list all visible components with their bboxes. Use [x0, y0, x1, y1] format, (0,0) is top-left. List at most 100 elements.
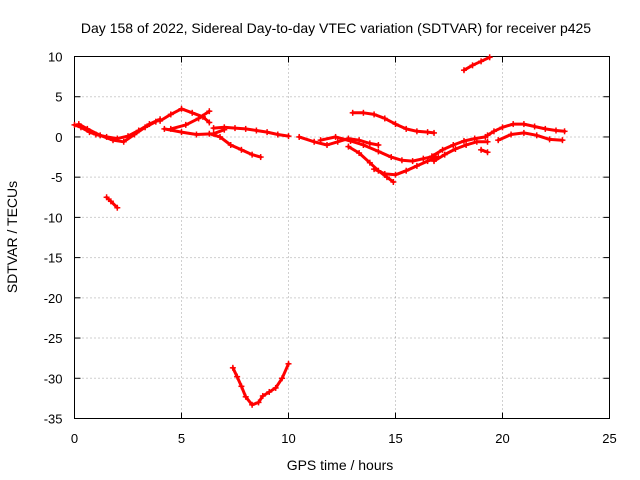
data-point	[460, 137, 467, 144]
y-tick-label: 0	[55, 130, 62, 145]
data-point	[324, 141, 331, 148]
data-point	[238, 146, 245, 153]
x-tick-label: 10	[281, 431, 295, 446]
data-point	[484, 138, 491, 145]
data-point	[193, 131, 200, 138]
data-point	[195, 115, 202, 122]
series-arc4	[158, 107, 211, 124]
data-point	[238, 383, 245, 390]
y-axis-label: SDTVAR / TECUs	[4, 181, 20, 293]
y-tick-label: -5	[51, 170, 63, 185]
data-point	[439, 146, 446, 153]
data-point	[424, 129, 431, 136]
data-point	[381, 115, 388, 122]
y-tick-label: -15	[44, 251, 63, 266]
data-point	[332, 133, 339, 140]
data-point	[345, 143, 352, 150]
data-point	[167, 111, 174, 118]
data-point	[499, 124, 506, 131]
data-point	[484, 149, 491, 156]
data-point	[206, 130, 213, 137]
data-point	[161, 125, 168, 132]
data-point	[409, 158, 416, 165]
data-point	[460, 67, 467, 74]
axis-ticks: 0 5 10 15 20 25 10 5 0 -5 -10 -15 -20 -25 -30 -35	[44, 50, 617, 447]
data-series	[71, 54, 568, 408]
data-point	[84, 125, 91, 132]
data-point	[428, 153, 435, 160]
data-point	[388, 154, 395, 161]
data-point	[469, 62, 476, 69]
data-point	[110, 137, 117, 144]
data-point	[420, 155, 427, 162]
data-point	[249, 401, 256, 408]
data-point	[249, 151, 256, 158]
data-point	[413, 162, 420, 169]
series-arc3	[105, 195, 119, 210]
data-point	[356, 150, 363, 157]
series-arc12	[351, 111, 436, 135]
data-point	[347, 137, 354, 144]
data-point	[259, 392, 266, 399]
data-point	[546, 136, 553, 143]
data-point	[217, 133, 224, 140]
data-point	[520, 129, 527, 136]
data-point	[75, 121, 82, 128]
data-point	[97, 132, 104, 139]
data-point	[392, 171, 399, 178]
data-point	[478, 146, 485, 153]
data-point	[559, 137, 566, 144]
data-point	[398, 157, 405, 164]
data-point	[178, 105, 185, 112]
data-point	[272, 384, 279, 391]
data-point	[450, 141, 457, 148]
data-point	[510, 121, 517, 128]
x-tick-label: 0	[71, 431, 78, 446]
data-point	[375, 148, 382, 155]
data-point	[371, 111, 378, 118]
data-point	[452, 146, 459, 153]
series-arc17	[462, 55, 492, 72]
y-tick-label: -30	[44, 371, 63, 386]
data-point	[229, 364, 236, 371]
data-point	[381, 170, 388, 177]
data-point	[264, 129, 271, 136]
data-point	[403, 167, 410, 174]
data-point	[206, 108, 213, 115]
x-tick-label: 5	[178, 431, 185, 446]
x-tick-label: 25	[602, 431, 616, 446]
data-point	[114, 204, 121, 211]
data-point	[495, 137, 502, 144]
data-point	[508, 131, 515, 138]
data-point	[542, 125, 549, 132]
data-point	[360, 109, 367, 116]
data-point	[242, 393, 249, 400]
data-point	[366, 140, 373, 147]
data-point	[255, 399, 262, 406]
data-point	[366, 159, 373, 166]
series-arc11	[319, 135, 436, 163]
data-point	[234, 373, 241, 380]
data-point	[279, 375, 286, 382]
data-point	[431, 158, 438, 165]
data-point	[478, 58, 485, 65]
data-point	[375, 141, 382, 148]
data-point	[553, 127, 559, 134]
data-point	[392, 121, 399, 128]
data-point	[232, 125, 238, 132]
data-point	[285, 133, 292, 140]
data-point	[424, 158, 431, 165]
series-arc5	[169, 109, 211, 131]
series-arc19	[496, 131, 564, 142]
data-point	[157, 117, 164, 124]
data-point	[360, 141, 367, 148]
data-point	[189, 109, 196, 116]
data-point	[296, 133, 303, 140]
data-point	[274, 131, 281, 138]
x-axis-label: GPS time / hours	[287, 457, 394, 473]
data-point	[390, 178, 397, 185]
data-point	[520, 121, 527, 128]
data-point	[403, 125, 410, 132]
y-tick-label: -10	[44, 210, 63, 225]
